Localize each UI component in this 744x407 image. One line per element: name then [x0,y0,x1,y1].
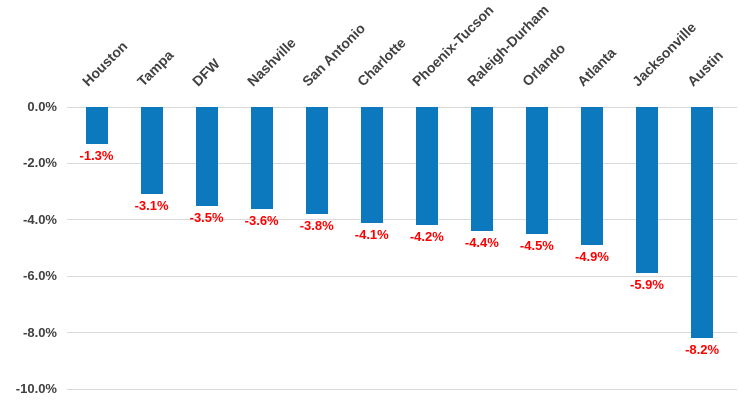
bar-houston[interactable] [85,107,108,144]
category-label: Nashville [243,34,299,90]
bar-tampa[interactable] [140,107,163,194]
category-label: Tampa [133,46,177,90]
value-label: -3.6% [244,213,279,228]
bar-orlando[interactable] [525,107,548,234]
value-label: -3.1% [134,198,169,213]
gridline [67,275,737,277]
bar-nashville[interactable] [250,107,273,209]
category-label: Orlando [518,40,569,90]
value-label: -4.9% [574,249,609,264]
value-label: -5.9% [630,277,664,292]
value-label: -3.5% [189,210,224,225]
gridline [67,388,737,390]
bar-san-antonio[interactable] [305,107,328,214]
value-label: -1.3% [79,148,114,163]
y-tick-label: -8.0% [23,324,57,340]
value-label: -4.2% [409,229,444,244]
value-label: -4.1% [354,227,389,242]
gridline [67,219,737,221]
value-label: -8.2% [685,342,720,357]
category-label: DFW [188,55,223,90]
bar-charlotte[interactable] [360,107,383,223]
value-label: -4.5% [519,238,554,253]
gridline [67,162,737,164]
category-label: Austin [684,47,727,90]
value-label: -4.4% [464,235,499,250]
category-label: Atlanta [573,44,619,90]
bar-dfw[interactable] [195,107,218,206]
y-tick-label: 0.0% [27,99,57,114]
bar-phoenix-tucson[interactable] [415,107,438,225]
bar-jacksonville[interactable] [636,107,658,273]
y-tick-label: -2.0% [23,155,57,171]
gridline [67,106,737,108]
y-tick-label: -6.0% [23,268,57,284]
bar-atlanta[interactable] [580,107,603,245]
y-tick-label: -4.0% [23,211,57,227]
gridline [67,332,737,334]
category-label: Houston [78,37,130,90]
category-label: Charlotte [353,34,409,90]
bar-raleigh-durham[interactable] [470,107,493,231]
y-tick-label: -10.0% [15,381,57,396]
bar-austin[interactable] [691,107,714,338]
value-label: -3.8% [299,218,334,233]
